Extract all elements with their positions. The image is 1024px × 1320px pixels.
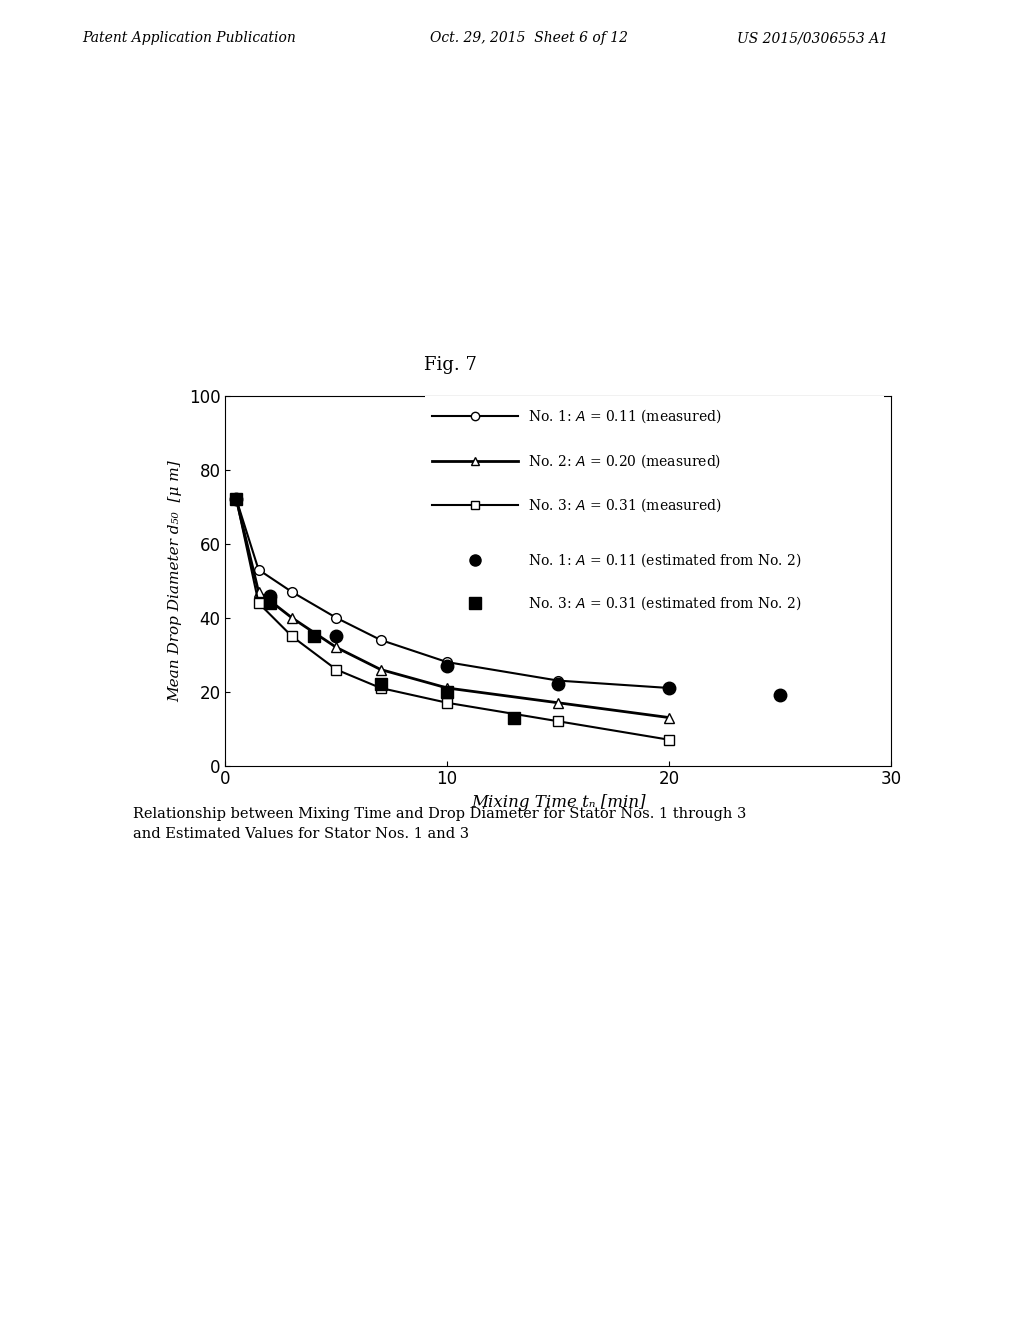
Text: Patent Application Publication: Patent Application Publication [82, 32, 296, 45]
Text: and Estimated Values for Stator Nos. 1 and 3: and Estimated Values for Stator Nos. 1 a… [133, 828, 469, 841]
X-axis label: Mixing Time tₙ [min]: Mixing Time tₙ [min] [471, 795, 645, 810]
Text: Oct. 29, 2015  Sheet 6 of 12: Oct. 29, 2015 Sheet 6 of 12 [430, 32, 628, 45]
Text: No. 3: $\mathit{A}$ = 0.31 (measured): No. 3: $\mathit{A}$ = 0.31 (measured) [528, 496, 722, 513]
Text: No. 2: $\mathit{A}$ = 0.20 (: No. 2: $\mathit{A}$ = 0.20 ( [435, 449, 554, 466]
Text: No. 1: $\mathit{A}$ = 0.11 (: No. 1: $\mathit{A}$ = 0.11 ( [435, 404, 554, 421]
Text: No. 3: $\mathit{A}$ = 0.31 (: No. 3: $\mathit{A}$ = 0.31 ( [435, 593, 554, 610]
FancyBboxPatch shape [425, 396, 884, 626]
Text: Fig. 7: Fig. 7 [424, 355, 477, 374]
Y-axis label: Mean Drop Diameter d₅₀  [μ m]: Mean Drop Diameter d₅₀ [μ m] [168, 459, 182, 702]
Text: No. 1: $\mathit{A}$ = 0.11 (: No. 1: $\mathit{A}$ = 0.11 ( [435, 548, 554, 565]
Text: No. 1: $\mathit{A}$ = 0.11 (measured): No. 1: $\mathit{A}$ = 0.11 (measured) [528, 408, 722, 425]
Text: Relationship between Mixing Time and Drop Diameter for Stator Nos. 1 through 3: Relationship between Mixing Time and Dro… [133, 808, 746, 821]
Text: No. 3: $\mathit{A}$ = 0.31 (estimated from No. 2): No. 3: $\mathit{A}$ = 0.31 (estimated fr… [528, 594, 802, 611]
Text: No. 1: $\mathit{A}$ = 0.11 (estimated from No. 2): No. 1: $\mathit{A}$ = 0.11 (estimated fr… [528, 552, 802, 569]
Text: US 2015/0306553 A1: US 2015/0306553 A1 [737, 32, 889, 45]
Text: No. 2: $\mathit{A}$ = 0.20 (measured): No. 2: $\mathit{A}$ = 0.20 (measured) [528, 451, 721, 470]
Text: No. 3: $\mathit{A}$ = 0.31 (: No. 3: $\mathit{A}$ = 0.31 ( [435, 492, 554, 510]
